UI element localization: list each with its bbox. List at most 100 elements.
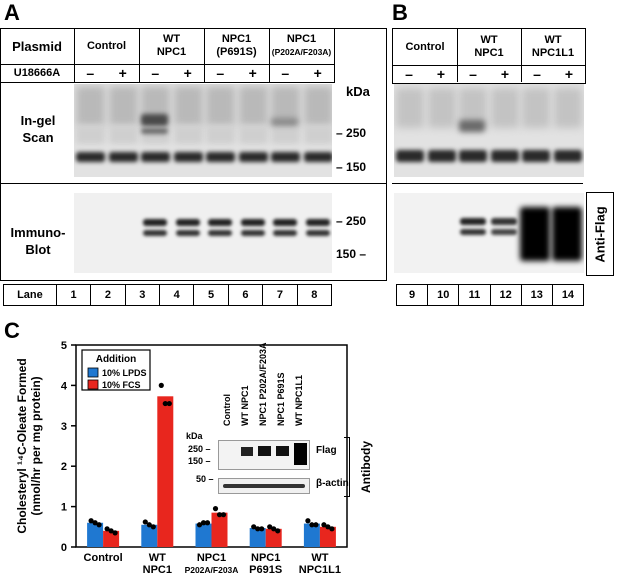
panel-a-header: Plasmid U18666A Control WT NPC1 NPC1 (P691S)…: [0, 28, 386, 83]
ingel-band-150: [141, 152, 170, 162]
immunoblot-band: [143, 230, 167, 236]
ingel-band-250: [141, 128, 168, 134]
data-point: [275, 528, 281, 534]
ingel-scan-image-a: [74, 84, 332, 177]
y-axis-label-1: Cholesteryl ¹⁴C-Oleate Formed: [15, 358, 29, 533]
ingel-band-150: [271, 152, 300, 162]
inset-actin-blot: [218, 478, 310, 494]
data-point: [305, 518, 311, 524]
bar-lpds: [249, 528, 266, 547]
immunoblot-band: [305, 230, 330, 236]
inset-flag-band: [258, 446, 271, 456]
ingel-band-150: [238, 152, 268, 162]
lane-number: 1: [57, 285, 92, 305]
smear: [553, 88, 582, 128]
inset-bracket: [344, 437, 350, 497]
smear: [271, 126, 300, 144]
ingel-band-150: [396, 150, 424, 162]
smear: [427, 88, 456, 128]
data-point: [142, 519, 148, 525]
immunoblot-band: [240, 219, 265, 226]
group-header-line1: NPC1: [221, 33, 252, 45]
category-label-line1: NPC1: [197, 552, 226, 564]
legend-title: Addition: [96, 354, 137, 365]
category-label-line1: WT: [311, 552, 328, 564]
category-label-line2: P202A/F203A: [185, 565, 239, 574]
lane-number: 14: [561, 289, 575, 301]
smear: [108, 86, 138, 126]
y-tick-label: 4: [61, 380, 68, 392]
ingel-band-150: [173, 152, 203, 162]
legend-swatch: [87, 379, 99, 390]
data-point: [259, 526, 265, 532]
group-header-line1: WT: [544, 34, 562, 46]
data-point: [112, 530, 118, 536]
ingel-band-150: [76, 152, 105, 162]
bar-lpds: [87, 522, 104, 547]
panel-c-chart: 0 1 2 3 4 5 Cholesteryl ¹⁴C-Oleate Formed (nmol…: [15, 340, 348, 574]
data-point: [329, 526, 335, 532]
immunoblot-band: [305, 219, 330, 226]
bar-fcs: [157, 396, 174, 547]
data-point: [204, 520, 211, 526]
lane-number: 11: [459, 285, 491, 305]
legend-swatch: [87, 367, 99, 378]
lane-number: 12: [491, 285, 522, 305]
group-header-b-2: WT NPC1L1: [521, 29, 585, 66]
anti-flag-box: Anti-Flag: [586, 192, 614, 276]
smear: [173, 86, 203, 126]
treatment-sign-b: +: [564, 65, 574, 82]
western-inset: Control WT NPC1 NPC1 P202A/F203A NPC1 P691S…: [186, 342, 373, 502]
group-header-line1: Control: [86, 39, 127, 52]
smear: [108, 126, 138, 144]
treatment-sign: –: [139, 64, 172, 83]
immuno-label-line1: Immuno-: [10, 225, 66, 240]
smear: [303, 86, 332, 126]
data-point: [196, 522, 203, 528]
inset-flag-label: Flag: [316, 445, 337, 456]
inset-tick-250-text: 250: [188, 444, 204, 454]
data-point: [220, 512, 227, 518]
treatment-sign-b: –: [469, 65, 477, 82]
panel-letter-c: C: [4, 318, 20, 343]
treatment-sign: +: [301, 64, 335, 83]
bar-fcs: [211, 512, 228, 547]
smear: [206, 86, 235, 126]
anti-flag-label: Anti-Flag: [592, 205, 608, 263]
smear: [238, 86, 268, 126]
category-label-line1: Control: [84, 552, 123, 564]
lane-label: Lane: [4, 285, 57, 305]
data-point: [96, 522, 102, 528]
immunoblot-image-b: [394, 193, 584, 273]
data-point: [321, 522, 327, 528]
y-axis-label-2: (nmol/hr per mg protein): [29, 376, 43, 515]
smear: [522, 88, 550, 128]
ingel-band-150: [490, 150, 519, 162]
data-point: [146, 522, 152, 528]
tick-250-top: – 250: [336, 126, 367, 140]
smear: [396, 88, 424, 128]
immunoblot-band: [273, 219, 297, 226]
data-point: [212, 506, 219, 512]
group-header-line1: Control: [405, 40, 445, 53]
inset-tick-150: 150 –: [188, 456, 211, 466]
panel-letter-b: B: [392, 0, 408, 25]
smear: [238, 126, 268, 144]
category-label-line1: NPC1: [251, 552, 280, 564]
immunoblot-band-saturated: [552, 207, 582, 261]
ingel-band-150: [427, 150, 456, 162]
u18666a-label: U18666A: [0, 64, 75, 83]
immunoblot-band: [491, 229, 517, 235]
inset-antibody-label: Antibody: [359, 441, 373, 493]
immunoblot-band: [143, 219, 167, 226]
inset-lane-label: WT NPC1: [240, 385, 250, 427]
ingel-band-250: [459, 120, 485, 132]
group-header-1: WT NPC1: [139, 28, 205, 65]
ingel-scan-label: In-gel Scan: [8, 112, 68, 146]
lane-number: 10: [428, 285, 460, 305]
data-point: [216, 512, 223, 518]
treatment-sign-b: –: [533, 65, 541, 82]
smear: [490, 88, 519, 128]
group-header-line1: NPC1: [286, 33, 317, 45]
